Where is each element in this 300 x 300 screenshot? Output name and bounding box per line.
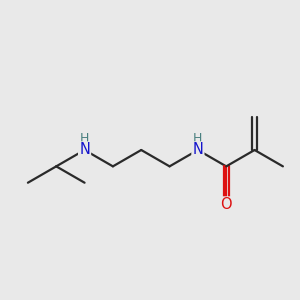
- Text: N: N: [193, 142, 203, 158]
- Text: O: O: [220, 197, 232, 212]
- Text: H: H: [80, 132, 89, 145]
- Text: H: H: [193, 132, 203, 145]
- Text: N: N: [79, 142, 90, 158]
